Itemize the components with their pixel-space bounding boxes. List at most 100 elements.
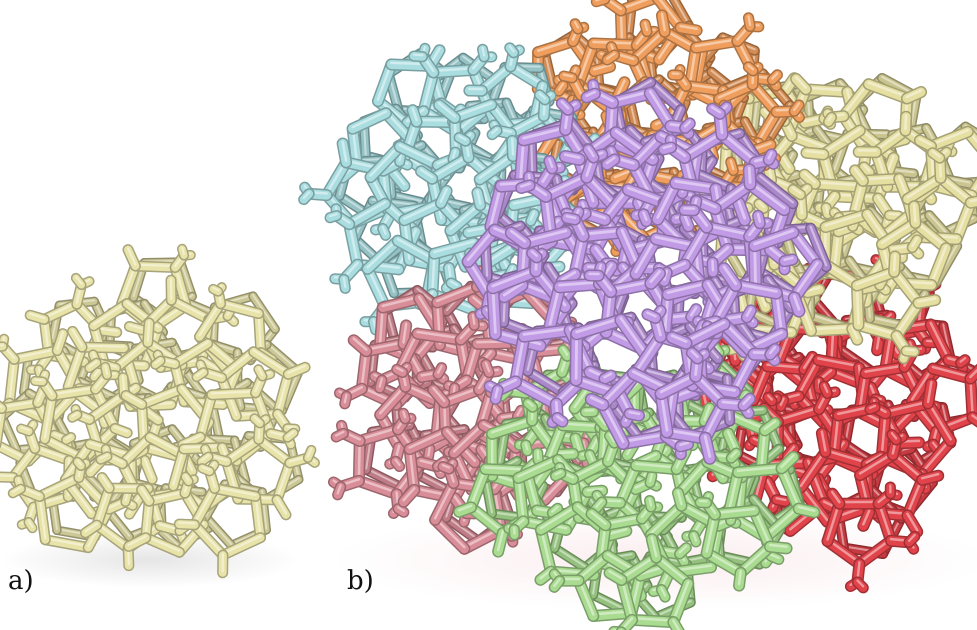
strut-highlight xyxy=(912,203,917,223)
strut xyxy=(447,279,462,291)
strut-highlight xyxy=(99,454,109,460)
strut-highlight xyxy=(817,357,861,368)
strut-highlight xyxy=(813,180,857,187)
strut-highlight xyxy=(853,167,865,181)
strut-highlight xyxy=(481,46,486,57)
strut-highlight xyxy=(511,138,515,156)
strut-highlight xyxy=(95,522,130,549)
strut xyxy=(858,174,904,186)
strut-highlight xyxy=(930,245,948,285)
strut-highlight xyxy=(43,393,54,439)
strut-highlight xyxy=(173,340,209,364)
strut-highlight xyxy=(888,212,900,216)
strut-highlight xyxy=(403,200,443,220)
strut-highlight xyxy=(805,149,825,155)
strut xyxy=(167,296,213,324)
strut xyxy=(137,384,186,409)
strut xyxy=(207,388,260,399)
strut xyxy=(801,84,852,97)
strut xyxy=(559,72,577,82)
strut xyxy=(463,224,491,238)
strut-highlight xyxy=(809,325,854,331)
strut-highlight xyxy=(573,21,580,29)
strut xyxy=(855,450,898,480)
strut-highlight xyxy=(673,0,690,26)
strut xyxy=(427,152,474,184)
strut-highlight xyxy=(538,92,547,100)
strut-highlight xyxy=(84,522,98,533)
strut-highlight xyxy=(875,335,881,350)
strut-highlight xyxy=(862,164,871,172)
strut-highlight xyxy=(747,15,752,27)
strut xyxy=(68,411,81,422)
strut-highlight xyxy=(918,137,933,146)
strut-highlight xyxy=(378,377,383,388)
strut-highlight xyxy=(771,72,779,80)
strut-highlight xyxy=(412,53,424,57)
strut xyxy=(62,433,75,444)
strut-highlight xyxy=(615,79,626,99)
strut-highlight xyxy=(684,83,725,91)
strut-highlight xyxy=(11,486,22,493)
strut-highlight xyxy=(38,475,80,497)
strut-highlight xyxy=(343,393,348,404)
strut-highlight xyxy=(932,441,938,449)
strut-highlight xyxy=(74,275,83,285)
strut-highlight xyxy=(884,400,930,414)
strut xyxy=(89,299,131,330)
strut-highlight xyxy=(170,297,210,320)
strut-highlight xyxy=(867,81,909,99)
strut-highlight xyxy=(27,519,34,528)
strut-highlight xyxy=(905,89,923,99)
strut xyxy=(141,533,184,557)
strut-highlight xyxy=(302,191,311,200)
strut xyxy=(10,346,62,364)
strut-highlight xyxy=(754,141,772,150)
strut-highlight xyxy=(50,386,97,396)
strut-highlight xyxy=(824,205,829,214)
strut-highlight xyxy=(33,445,71,461)
strut xyxy=(121,391,146,409)
strut-highlight xyxy=(929,321,950,360)
strut-highlight xyxy=(306,447,313,458)
strut xyxy=(284,429,298,442)
strut-highlight xyxy=(143,457,154,479)
strut xyxy=(151,357,165,369)
strut-highlight xyxy=(632,28,666,61)
strut-highlight xyxy=(220,349,255,378)
strut-highlight xyxy=(969,368,977,379)
strut-highlight xyxy=(328,213,338,218)
strut-highlight xyxy=(257,366,264,377)
strut-highlight xyxy=(212,286,220,292)
strut-highlight xyxy=(351,110,388,129)
strut-highlight xyxy=(920,438,952,474)
strut-highlight xyxy=(592,40,639,45)
strut-highlight xyxy=(904,113,908,131)
strut xyxy=(956,355,970,368)
strut xyxy=(198,464,214,475)
strut-highlight xyxy=(221,535,262,555)
strut-highlight xyxy=(926,380,933,404)
strut xyxy=(917,471,943,485)
strut-highlight xyxy=(803,171,817,184)
strut xyxy=(852,267,899,291)
strut-highlight xyxy=(457,135,467,141)
strut xyxy=(81,521,101,537)
strut-highlight xyxy=(146,320,151,343)
strut xyxy=(854,536,896,569)
strut-highlight xyxy=(436,365,443,374)
strut-highlight xyxy=(44,537,90,548)
strut xyxy=(506,111,549,138)
strut-highlight xyxy=(342,276,347,289)
strut xyxy=(416,166,437,184)
strut-highlight xyxy=(396,237,436,261)
strut xyxy=(691,36,742,53)
strut xyxy=(111,338,152,373)
strut-highlight xyxy=(219,301,260,314)
strut-highlight xyxy=(822,127,862,155)
strut-highlight xyxy=(803,354,814,369)
strut-highlight xyxy=(38,493,47,540)
strut-highlight xyxy=(658,0,682,28)
strut xyxy=(85,390,129,424)
strut xyxy=(387,191,431,208)
